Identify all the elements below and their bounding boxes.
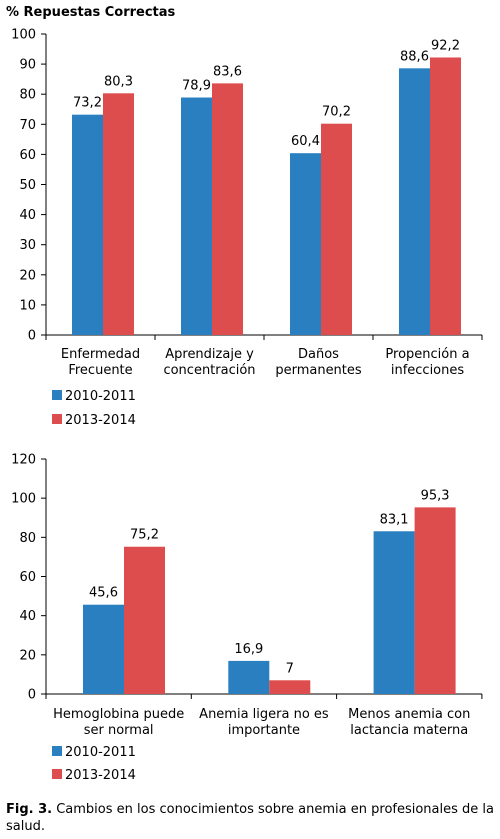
data-label: 7	[286, 661, 294, 676]
category-label: Propención a	[385, 347, 469, 362]
data-label: 83,1	[380, 512, 409, 527]
y-tick-label: 0	[28, 688, 36, 703]
bar-2013-2014	[430, 57, 461, 336]
data-label: 92,2	[431, 38, 460, 53]
data-label: 95,3	[421, 488, 450, 503]
y-tick-label: 0	[28, 329, 36, 344]
category-label: Anemia ligera no es	[199, 707, 329, 722]
bar-2010-2011	[181, 97, 212, 335]
category-label: lactancia materna	[350, 723, 468, 738]
category-label: Menos anemia con	[348, 707, 470, 722]
bar-2010-2011	[83, 604, 124, 694]
figure-caption: Fig. 3. Cambios en los conocimientos sob…	[6, 801, 494, 835]
category-label: Aprendizaje y	[165, 347, 254, 362]
y-tick-label: 40	[19, 609, 36, 624]
bar-2010-2011	[373, 531, 415, 694]
bar-2013-2014	[321, 123, 352, 335]
data-label: 16,9	[234, 642, 263, 657]
legend-swatch	[52, 769, 62, 779]
y-tick-label: 100	[11, 28, 36, 43]
legend-label: 2013-2014	[65, 413, 136, 428]
y-tick-label: 60	[19, 148, 36, 163]
y-tick-label: 120	[11, 453, 36, 468]
y-tick-label: 100	[11, 492, 36, 507]
data-label: 80,3	[104, 74, 133, 89]
data-label: 88,6	[400, 49, 429, 64]
y-tick-label: 20	[19, 268, 36, 283]
y-tick-label: 80	[19, 88, 36, 103]
category-label: importante	[228, 723, 300, 738]
category-label: Frecuente	[68, 363, 132, 378]
category-label: ser normal	[84, 723, 154, 738]
bar-2013-2014	[124, 546, 165, 694]
data-label: 70,2	[322, 105, 351, 120]
category-label: Daños	[298, 347, 339, 362]
bar-2010-2011	[399, 68, 430, 336]
bar-2010-2011	[290, 153, 321, 335]
caption-label: Fig. 3.	[6, 802, 53, 817]
legend-swatch	[52, 414, 62, 424]
y-tick-label: 90	[19, 58, 36, 73]
category-label: permanentes	[275, 363, 362, 378]
data-label: 78,9	[182, 79, 211, 94]
category-label: Hemoglobina puede	[53, 707, 184, 722]
category-label: Enfermedad	[61, 347, 140, 362]
category-label: infecciones	[391, 363, 465, 378]
legend-label: 2010-2011	[65, 745, 136, 760]
data-label: 83,6	[213, 64, 242, 79]
legend-swatch	[52, 390, 62, 400]
data-label: 75,2	[130, 528, 159, 543]
data-label: 73,2	[73, 96, 102, 111]
bar-2013-2014	[212, 83, 243, 335]
y-tick-label: 70	[19, 118, 36, 133]
y-tick-label: 50	[19, 178, 36, 193]
y-tick-label: 20	[19, 648, 36, 663]
y-tick-label: 30	[19, 238, 36, 253]
y-tick-label: 80	[19, 531, 36, 546]
legend-label: 2010-2011	[65, 389, 136, 404]
data-label: 45,6	[89, 586, 118, 601]
y-tick-label: 10	[19, 298, 36, 313]
bar-2013-2014	[103, 93, 134, 335]
bar-2013-2014	[414, 507, 456, 694]
caption-text: Cambios en los conocimientos sobre anemi…	[6, 802, 494, 834]
y-axis-title: % Repuestas Correctas	[6, 5, 176, 20]
y-tick-label: 60	[19, 570, 36, 585]
data-label: 60,4	[291, 134, 320, 149]
legend-label: 2013-2014	[65, 768, 136, 783]
y-tick-label: 40	[19, 208, 36, 223]
bar-2013-2014	[269, 680, 311, 694]
bar-2010-2011	[72, 114, 103, 335]
legend-swatch	[52, 746, 62, 756]
bar-2010-2011	[228, 660, 270, 694]
category-label: concentración	[163, 363, 255, 378]
